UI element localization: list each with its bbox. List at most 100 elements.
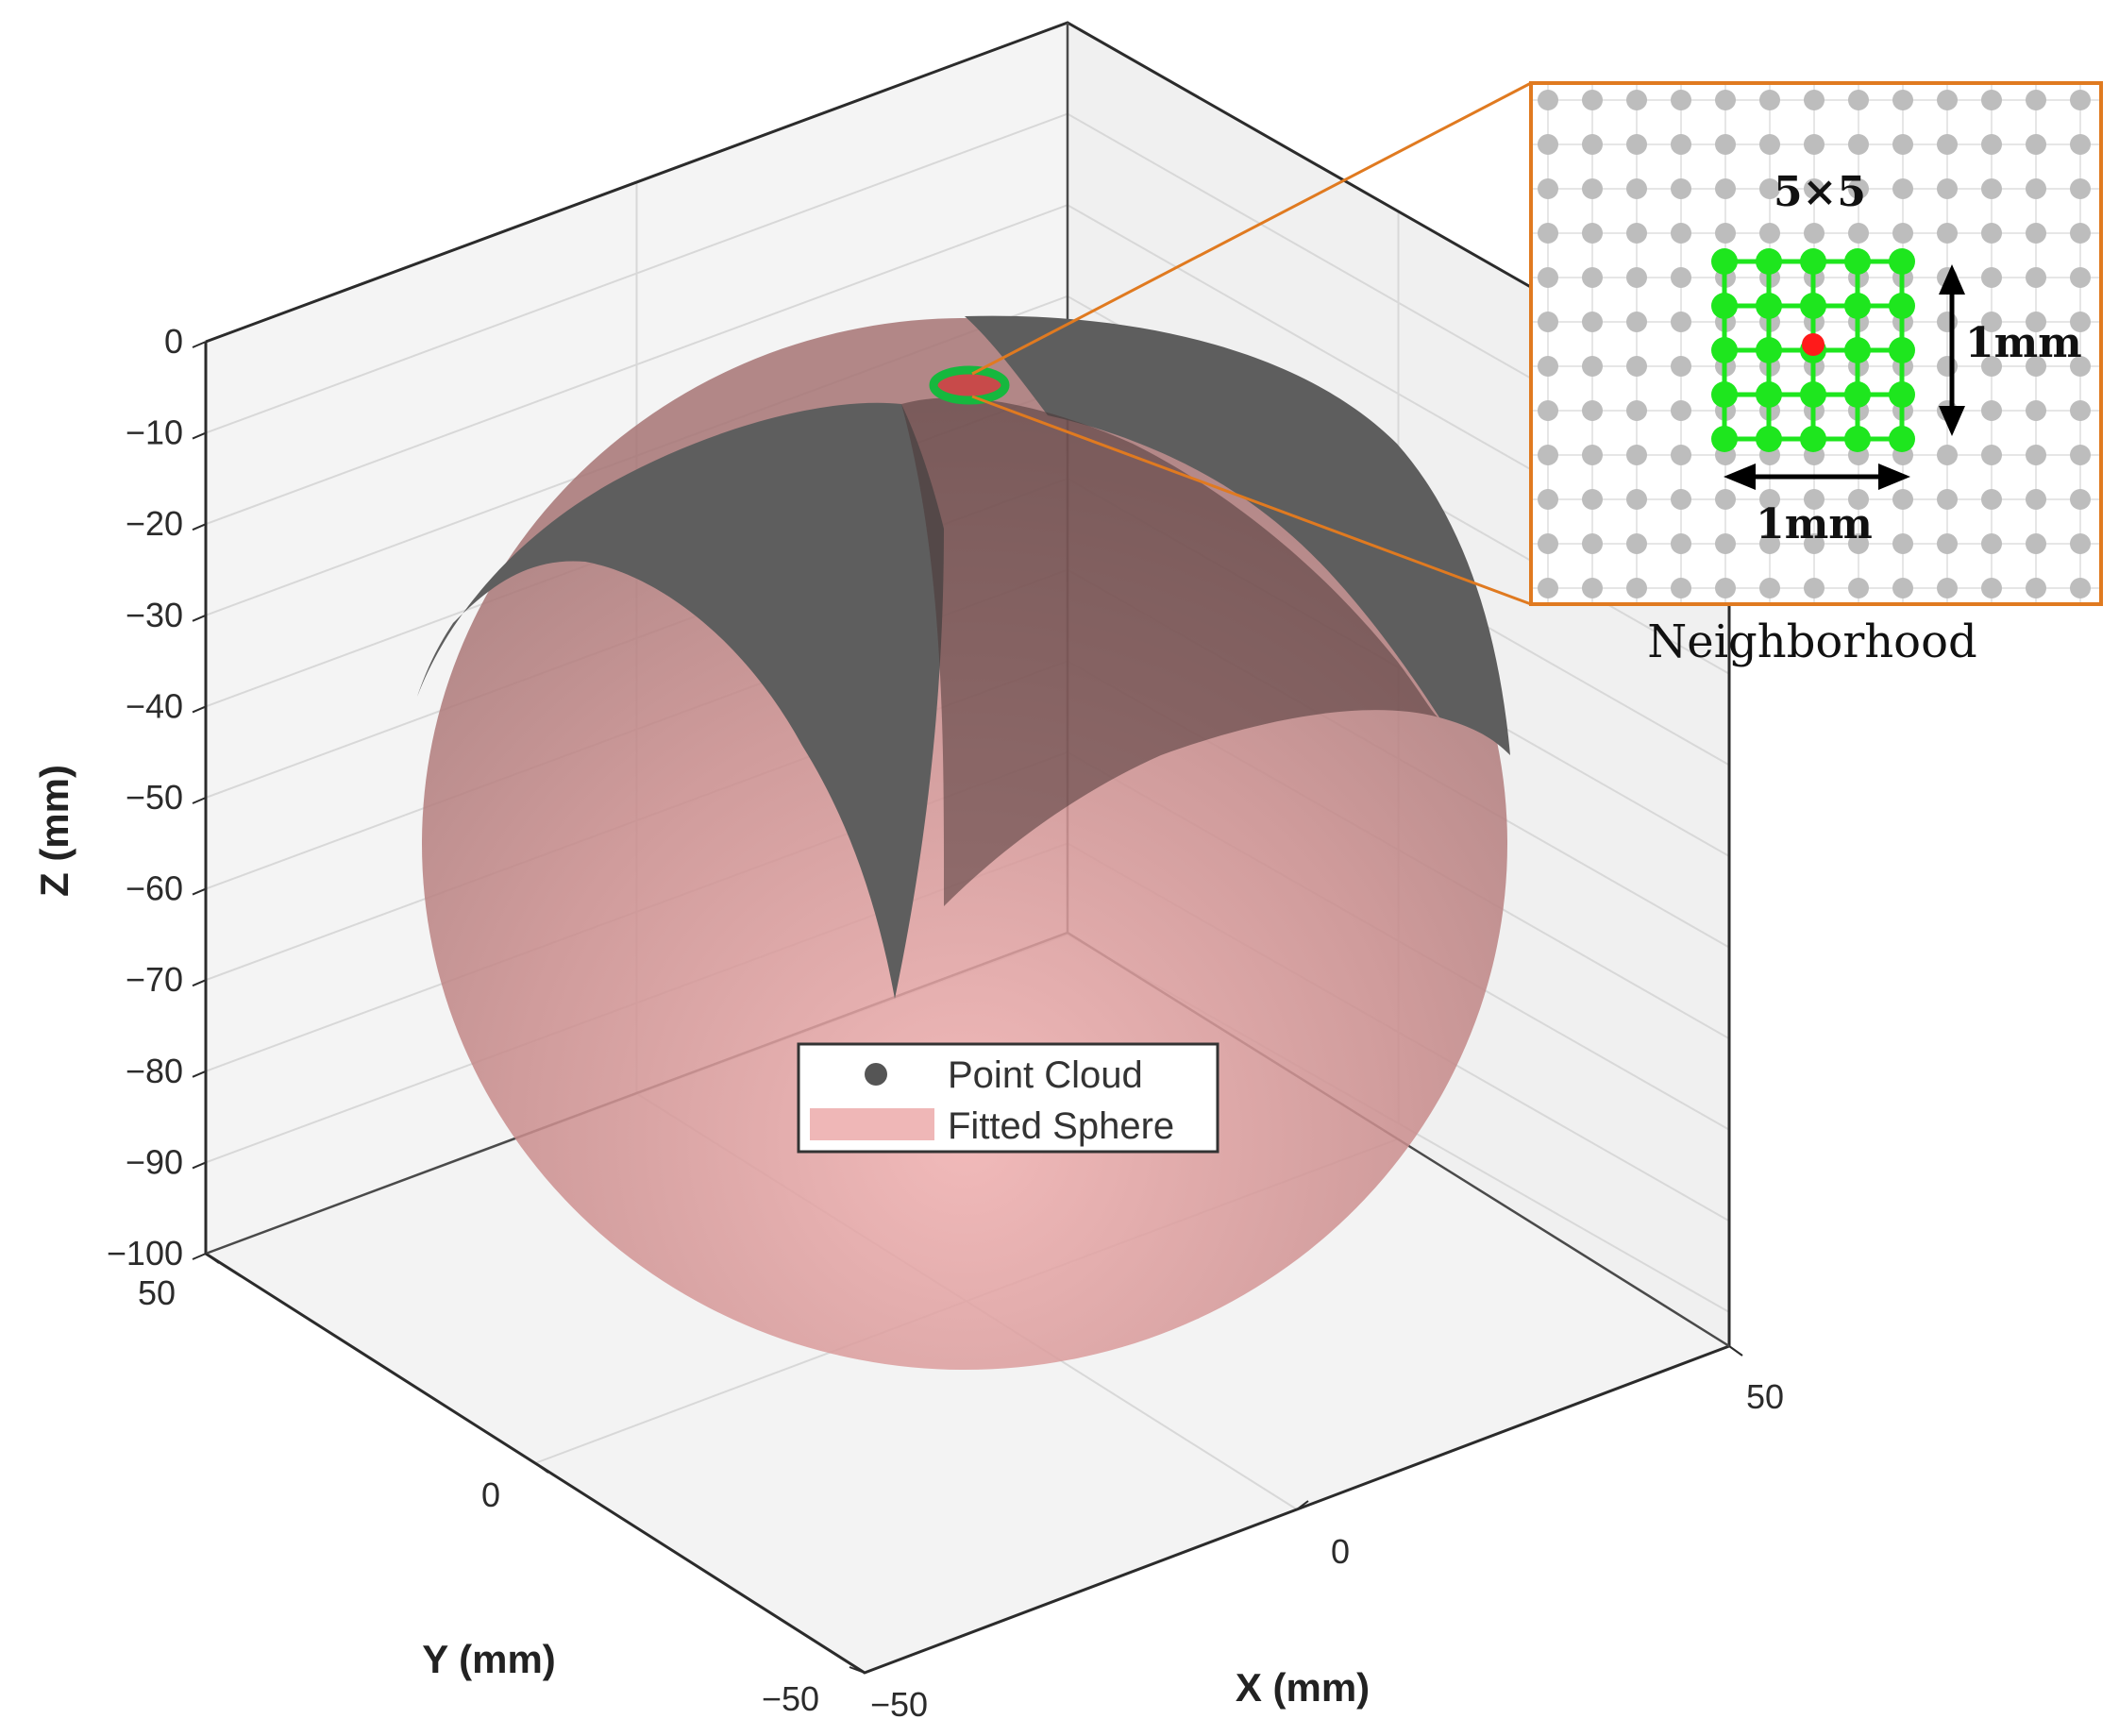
neighborhood-point — [1844, 381, 1871, 408]
inset-grid-point — [2026, 267, 2046, 288]
inset-grid-point — [1937, 578, 1958, 598]
inset-grid-point — [1538, 90, 1558, 110]
neighborhood-point — [1844, 248, 1871, 275]
inset-grid-point — [1626, 312, 1647, 332]
inset-grid-point — [1981, 223, 2002, 244]
inset-grid-point — [1582, 578, 1603, 598]
z-tick-mark — [192, 705, 207, 714]
neighborhood-point — [1800, 426, 1826, 452]
z-tick-mark — [192, 523, 207, 531]
inset-grid-point — [1759, 533, 1780, 554]
x-tick-minus50: −50 — [870, 1685, 928, 1724]
z-tick-label: 0 — [164, 322, 183, 361]
inset-grid-point — [1538, 489, 1558, 510]
inset-grid-point — [1671, 445, 1691, 465]
z-tick-label: −30 — [126, 596, 183, 634]
inset-grid-point — [1626, 578, 1647, 598]
inset-grid-point — [1671, 267, 1691, 288]
neighborhood-point — [1800, 381, 1826, 408]
legend: Point Cloud Fitted Sphere — [797, 1042, 1219, 1154]
inset-grid-point — [1671, 489, 1691, 510]
inset-grid-point — [2070, 134, 2091, 155]
z-tick-label: −10 — [126, 413, 183, 452]
inset-grid-point — [1715, 90, 1736, 110]
inset-grid-point — [1582, 489, 1603, 510]
neighborhood-point — [1711, 293, 1738, 319]
neighborhood-point — [1711, 337, 1738, 363]
inset-grid-point — [1538, 445, 1558, 465]
inset-grid-point — [1715, 489, 1736, 510]
inset-grid-point — [1848, 90, 1869, 110]
inset-grid-point — [1848, 178, 1869, 199]
inset-width-arrowhead-right — [1878, 463, 1910, 490]
y-axis-label: Y (mm) — [422, 1637, 556, 1681]
inset-grid-point — [1671, 90, 1691, 110]
z-axis-ticks: 0 −10 −20 −30 −40 −50 −60 −70 −80 −90 −100 — [107, 322, 207, 1273]
inset-grid-point — [1582, 223, 1603, 244]
inset-grid-point — [1626, 489, 1647, 510]
inset-grid-point — [1538, 312, 1558, 332]
inset-grid-point — [2026, 533, 2046, 554]
inset-width-arrowhead-left — [1724, 463, 1756, 490]
inset-grid-point — [2026, 178, 2046, 199]
inset-grid-point — [1981, 533, 2002, 554]
inset-grid-point — [1671, 178, 1691, 199]
inset-caption: Neighborhood — [1647, 615, 1976, 668]
inset-grid-point — [1937, 223, 1958, 244]
inset-grid-point — [1804, 223, 1825, 244]
inset-grid-point — [2070, 223, 2091, 244]
inset-grid-point — [1671, 312, 1691, 332]
inset-grid-point — [1937, 178, 1958, 199]
neighborhood-point — [1711, 248, 1738, 275]
inset-grid-point — [1582, 90, 1603, 110]
inset-grid-point — [1804, 134, 1825, 155]
inset-grid-point — [1892, 533, 1913, 554]
z-tick-mark — [192, 797, 207, 804]
inset-grid-point — [2070, 90, 2091, 110]
inset-grid-point — [1626, 267, 1647, 288]
inset-grid-point — [2026, 445, 2046, 465]
legend-fitted-sphere-swatch — [810, 1108, 934, 1140]
inset-grid-point — [1804, 533, 1825, 554]
inset-grid-point — [1981, 400, 2002, 421]
inset-grid-point — [1937, 445, 1958, 465]
inset-grid-point — [1538, 533, 1558, 554]
inset-center-point — [1802, 333, 1825, 356]
neighborhood-point — [1756, 248, 1782, 275]
neighborhood-point — [1711, 426, 1738, 452]
inset-grid-point — [2070, 489, 2091, 510]
z-tick-label: −60 — [126, 869, 183, 908]
inset-grid-point — [1981, 178, 2002, 199]
z-tick-label: −20 — [126, 504, 183, 543]
inset-grid-point — [1848, 489, 1869, 510]
z-tick-label: −40 — [126, 686, 183, 725]
inset-grid-point — [1937, 356, 1958, 377]
legend-fitted-sphere-label: Fitted Sphere — [948, 1105, 1174, 1147]
neighborhood-point — [1756, 293, 1782, 319]
callout-line-top — [971, 81, 1532, 376]
inset-grid-point — [1804, 90, 1825, 110]
inset-width-label: 1mm — [1756, 500, 1873, 548]
inset-grid-point — [1892, 223, 1913, 244]
neighborhood-point — [1756, 381, 1782, 408]
inset-grid-point — [1582, 134, 1603, 155]
inset-grid-point — [2026, 489, 2046, 510]
inset-grid-point — [1671, 134, 1691, 155]
z-tick-label: −70 — [126, 960, 183, 999]
inset-grid-point — [2026, 578, 2046, 598]
selected-point-marker — [929, 365, 1010, 405]
z-tick-mark — [192, 614, 207, 622]
z-tick-mark — [192, 887, 207, 896]
inset-grid-point — [1937, 489, 1958, 510]
inset-grid-point — [2070, 267, 2091, 288]
z-axis-label: Z (mm) — [32, 765, 76, 897]
inset-grid-point — [2070, 578, 2091, 598]
inset-grid-point — [1759, 578, 1780, 598]
y-tick-minus50: −50 — [762, 1679, 819, 1718]
inset-grid-point — [2026, 134, 2046, 155]
point-cloud-left-band — [417, 402, 944, 999]
y-tick-mark-minus50 — [849, 1666, 866, 1674]
inset-grid-point — [1804, 578, 1825, 598]
inset-grid-point — [1626, 178, 1647, 199]
